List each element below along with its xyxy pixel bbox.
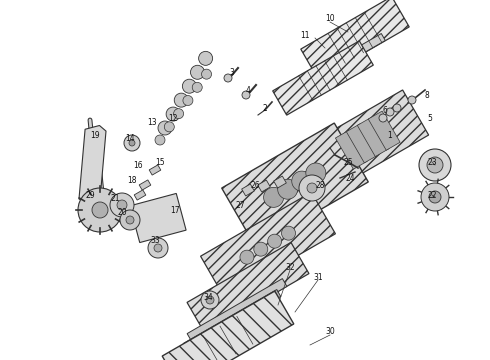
Circle shape bbox=[408, 96, 416, 104]
Circle shape bbox=[292, 171, 312, 191]
Text: 16: 16 bbox=[133, 161, 143, 170]
Text: 33: 33 bbox=[150, 235, 160, 244]
Polygon shape bbox=[187, 279, 287, 341]
Circle shape bbox=[158, 121, 172, 135]
Text: 24: 24 bbox=[345, 174, 355, 183]
Circle shape bbox=[182, 79, 196, 93]
Text: 19: 19 bbox=[90, 131, 100, 140]
Circle shape bbox=[421, 183, 449, 211]
Text: 11: 11 bbox=[300, 31, 310, 40]
Circle shape bbox=[110, 193, 134, 217]
Text: 6: 6 bbox=[383, 105, 388, 114]
Polygon shape bbox=[134, 190, 146, 200]
Circle shape bbox=[299, 175, 325, 201]
Circle shape bbox=[427, 157, 443, 173]
Polygon shape bbox=[149, 165, 161, 175]
Text: 31: 31 bbox=[313, 274, 323, 283]
Polygon shape bbox=[357, 117, 389, 157]
Circle shape bbox=[393, 104, 401, 112]
Polygon shape bbox=[301, 0, 409, 80]
Circle shape bbox=[278, 179, 298, 199]
Polygon shape bbox=[335, 130, 368, 169]
Text: 18: 18 bbox=[127, 176, 137, 185]
Circle shape bbox=[386, 108, 394, 116]
Polygon shape bbox=[162, 291, 294, 360]
Polygon shape bbox=[368, 111, 400, 150]
Circle shape bbox=[174, 93, 188, 107]
Circle shape bbox=[201, 291, 219, 309]
Circle shape bbox=[120, 210, 140, 230]
Circle shape bbox=[240, 250, 254, 264]
Polygon shape bbox=[242, 184, 254, 196]
Text: 23: 23 bbox=[427, 158, 437, 166]
Circle shape bbox=[78, 188, 122, 232]
Text: 1: 1 bbox=[388, 131, 392, 140]
Circle shape bbox=[126, 216, 134, 224]
Polygon shape bbox=[139, 180, 151, 190]
Circle shape bbox=[224, 74, 232, 82]
Circle shape bbox=[242, 91, 250, 99]
Text: 30: 30 bbox=[325, 328, 335, 337]
Circle shape bbox=[254, 242, 268, 256]
Text: 20: 20 bbox=[117, 207, 127, 216]
Text: 10: 10 bbox=[325, 14, 335, 23]
Text: 26: 26 bbox=[250, 180, 260, 189]
Polygon shape bbox=[307, 90, 429, 190]
Polygon shape bbox=[200, 192, 336, 298]
Circle shape bbox=[154, 244, 162, 252]
Polygon shape bbox=[258, 180, 270, 192]
Circle shape bbox=[379, 114, 387, 122]
Circle shape bbox=[201, 69, 212, 79]
Polygon shape bbox=[79, 126, 106, 205]
Circle shape bbox=[429, 191, 441, 203]
Circle shape bbox=[117, 200, 127, 210]
Text: 15: 15 bbox=[155, 158, 165, 166]
Circle shape bbox=[306, 163, 326, 183]
Circle shape bbox=[166, 107, 180, 121]
Circle shape bbox=[206, 296, 214, 304]
Text: 25: 25 bbox=[343, 158, 353, 166]
Text: 34: 34 bbox=[203, 293, 213, 302]
Text: 8: 8 bbox=[425, 90, 429, 99]
Polygon shape bbox=[221, 123, 368, 247]
Circle shape bbox=[183, 95, 193, 105]
Text: 27: 27 bbox=[235, 201, 245, 210]
Circle shape bbox=[124, 135, 140, 151]
Circle shape bbox=[192, 82, 202, 92]
Circle shape bbox=[173, 109, 184, 119]
Circle shape bbox=[129, 140, 135, 146]
Text: 4: 4 bbox=[245, 86, 250, 95]
Circle shape bbox=[307, 183, 317, 193]
Text: 21: 21 bbox=[110, 194, 120, 202]
Text: 32: 32 bbox=[285, 264, 295, 273]
Circle shape bbox=[191, 65, 204, 79]
Text: 2: 2 bbox=[263, 104, 268, 113]
Polygon shape bbox=[187, 242, 309, 334]
Circle shape bbox=[92, 202, 108, 218]
Text: 22: 22 bbox=[427, 190, 437, 199]
Polygon shape bbox=[294, 33, 385, 90]
Circle shape bbox=[198, 51, 213, 66]
Polygon shape bbox=[273, 41, 373, 115]
Circle shape bbox=[155, 135, 165, 145]
Circle shape bbox=[268, 234, 282, 248]
Polygon shape bbox=[130, 193, 186, 243]
Text: 3: 3 bbox=[229, 68, 234, 77]
Text: 29: 29 bbox=[85, 190, 95, 199]
Circle shape bbox=[148, 238, 168, 258]
Circle shape bbox=[282, 226, 295, 240]
Polygon shape bbox=[274, 176, 286, 188]
Circle shape bbox=[264, 187, 284, 207]
Text: 13: 13 bbox=[147, 117, 157, 126]
Text: 28: 28 bbox=[315, 180, 325, 189]
Polygon shape bbox=[346, 124, 378, 163]
Text: 14: 14 bbox=[125, 134, 135, 143]
Circle shape bbox=[419, 149, 451, 181]
Polygon shape bbox=[183, 289, 281, 351]
Text: 17: 17 bbox=[170, 206, 180, 215]
Text: 5: 5 bbox=[428, 113, 433, 122]
Circle shape bbox=[164, 122, 174, 132]
Text: 12: 12 bbox=[168, 113, 178, 122]
